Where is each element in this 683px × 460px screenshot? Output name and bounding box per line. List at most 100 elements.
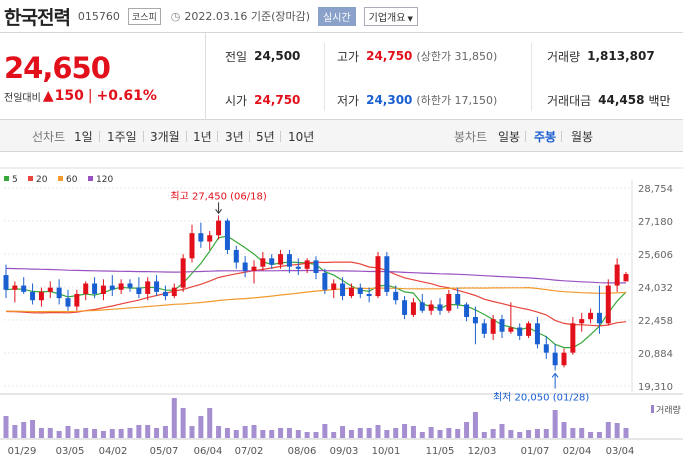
legend-swatch-60 [58,176,63,181]
volume-bar [136,425,142,438]
tab-divider [186,131,187,142]
candle-body [242,262,248,271]
candles [3,215,629,371]
candle-body [198,233,204,242]
volume-bar [216,426,222,438]
volume-bar [472,412,478,438]
volume-bar [561,422,567,438]
chevron-down-icon: ▼ [407,14,413,23]
divider [531,43,532,111]
volume-bar [198,416,204,438]
candle-body [216,220,222,236]
volume-bar [543,429,549,438]
candle-body [162,291,168,297]
candle-body [366,293,372,297]
tab-period-3m[interactable]: 3개월 [150,130,180,144]
candle-body [419,302,425,311]
candle-body [145,281,151,294]
candle-body [304,260,310,269]
volume-bar [499,424,505,438]
volume-bar [242,426,248,438]
candle-body [499,319,505,332]
x-tick-label: 11/05 [426,446,455,457]
candle-body [472,317,478,324]
volume-bar [588,432,594,438]
divider [324,43,325,111]
candle-body [189,233,195,259]
candle-body [623,274,629,282]
tab-period-10y[interactable]: 10년 [288,130,315,144]
x-tick-label: 01/29 [8,446,37,457]
tab-period-1d[interactable]: 1일 [74,130,93,144]
tab-period-3y[interactable]: 3년 [225,130,244,144]
x-tick-label: 10/01 [372,446,401,457]
x-tick-label: 05/07 [150,446,179,457]
volume-bar [605,422,611,438]
volume-bar [260,430,266,438]
candle-body [552,352,558,366]
tab-candle-daily[interactable]: 일봉 [498,130,521,144]
tab-divider [525,131,526,142]
y-tick-label: 20,884 [638,349,673,360]
tab-period-1y[interactable]: 1년 [193,130,212,144]
y-tick-label: 27,180 [638,217,673,228]
volume-bar [437,430,443,438]
candle-body [65,298,71,307]
company-info-dropdown[interactable]: 기업개요 ▼ [363,6,418,26]
ma-line-60 [5,286,627,313]
volume-bar [233,430,239,438]
tab-period-1w[interactable]: 1주일 [107,130,137,144]
candle-body [579,319,585,324]
candle-body [171,287,177,297]
candle-body [340,283,346,297]
legend-swatch-5 [4,176,9,181]
volume-bar [526,430,532,438]
candle-body [233,249,239,263]
volume-bar [207,408,213,438]
tab-divider [561,131,562,142]
candle-body [526,323,532,336]
candle-body [38,291,44,301]
volume-bar [552,410,558,438]
candle-body [286,254,292,267]
volume-bar [145,425,151,438]
x-tick-label: 08/06 [288,446,317,457]
volume-bar [357,428,363,438]
realtime-button[interactable]: 실시간 [318,6,356,26]
volume-bar [180,408,186,438]
candle-body [543,344,549,353]
volume-bar [12,425,18,438]
volume-bar [402,424,408,438]
volume-bar [304,432,310,438]
volume-bar [295,430,301,438]
volume-bar [278,428,284,438]
candle-chart-label: 봉차트 [454,130,488,144]
volume-bar [171,398,177,438]
candle-body [260,258,266,267]
tab-candle-weekly[interactable]: 주봉 [534,130,557,144]
legend-label-60: 60 [66,175,78,185]
candle-body [207,235,213,242]
x-tick-label: 02/04 [563,446,592,457]
volume-bar [446,428,452,438]
candle-body [251,266,257,271]
tab-period-5y[interactable]: 5년 [256,130,275,144]
date-axis: 01/29 03/05 04/02 05/07 06/04 07/02 08/06 09/03… [8,446,635,457]
volume-bar [109,429,115,438]
x-tick-label: 04/02 [99,446,128,457]
tab-candle-monthly[interactable]: 월봉 [571,130,594,144]
candle-body [127,283,133,288]
volume-bar [428,427,434,438]
price-change: 전일대비 ▲ 150 | +0.61% [4,88,157,104]
moving-averages [5,235,627,349]
change-percent: +0.61% [96,88,157,104]
candle-body [481,323,487,334]
candle-body [534,323,540,345]
legend-label-20: 20 [36,175,48,185]
volume-label: 거래량 [656,404,681,416]
chart-grid [0,167,683,440]
tab-divider [249,131,250,142]
low-price-cell: 저가 24,300 (하한가 17,150) [337,93,498,108]
volume-bar [189,426,195,438]
candle-body [455,293,461,305]
